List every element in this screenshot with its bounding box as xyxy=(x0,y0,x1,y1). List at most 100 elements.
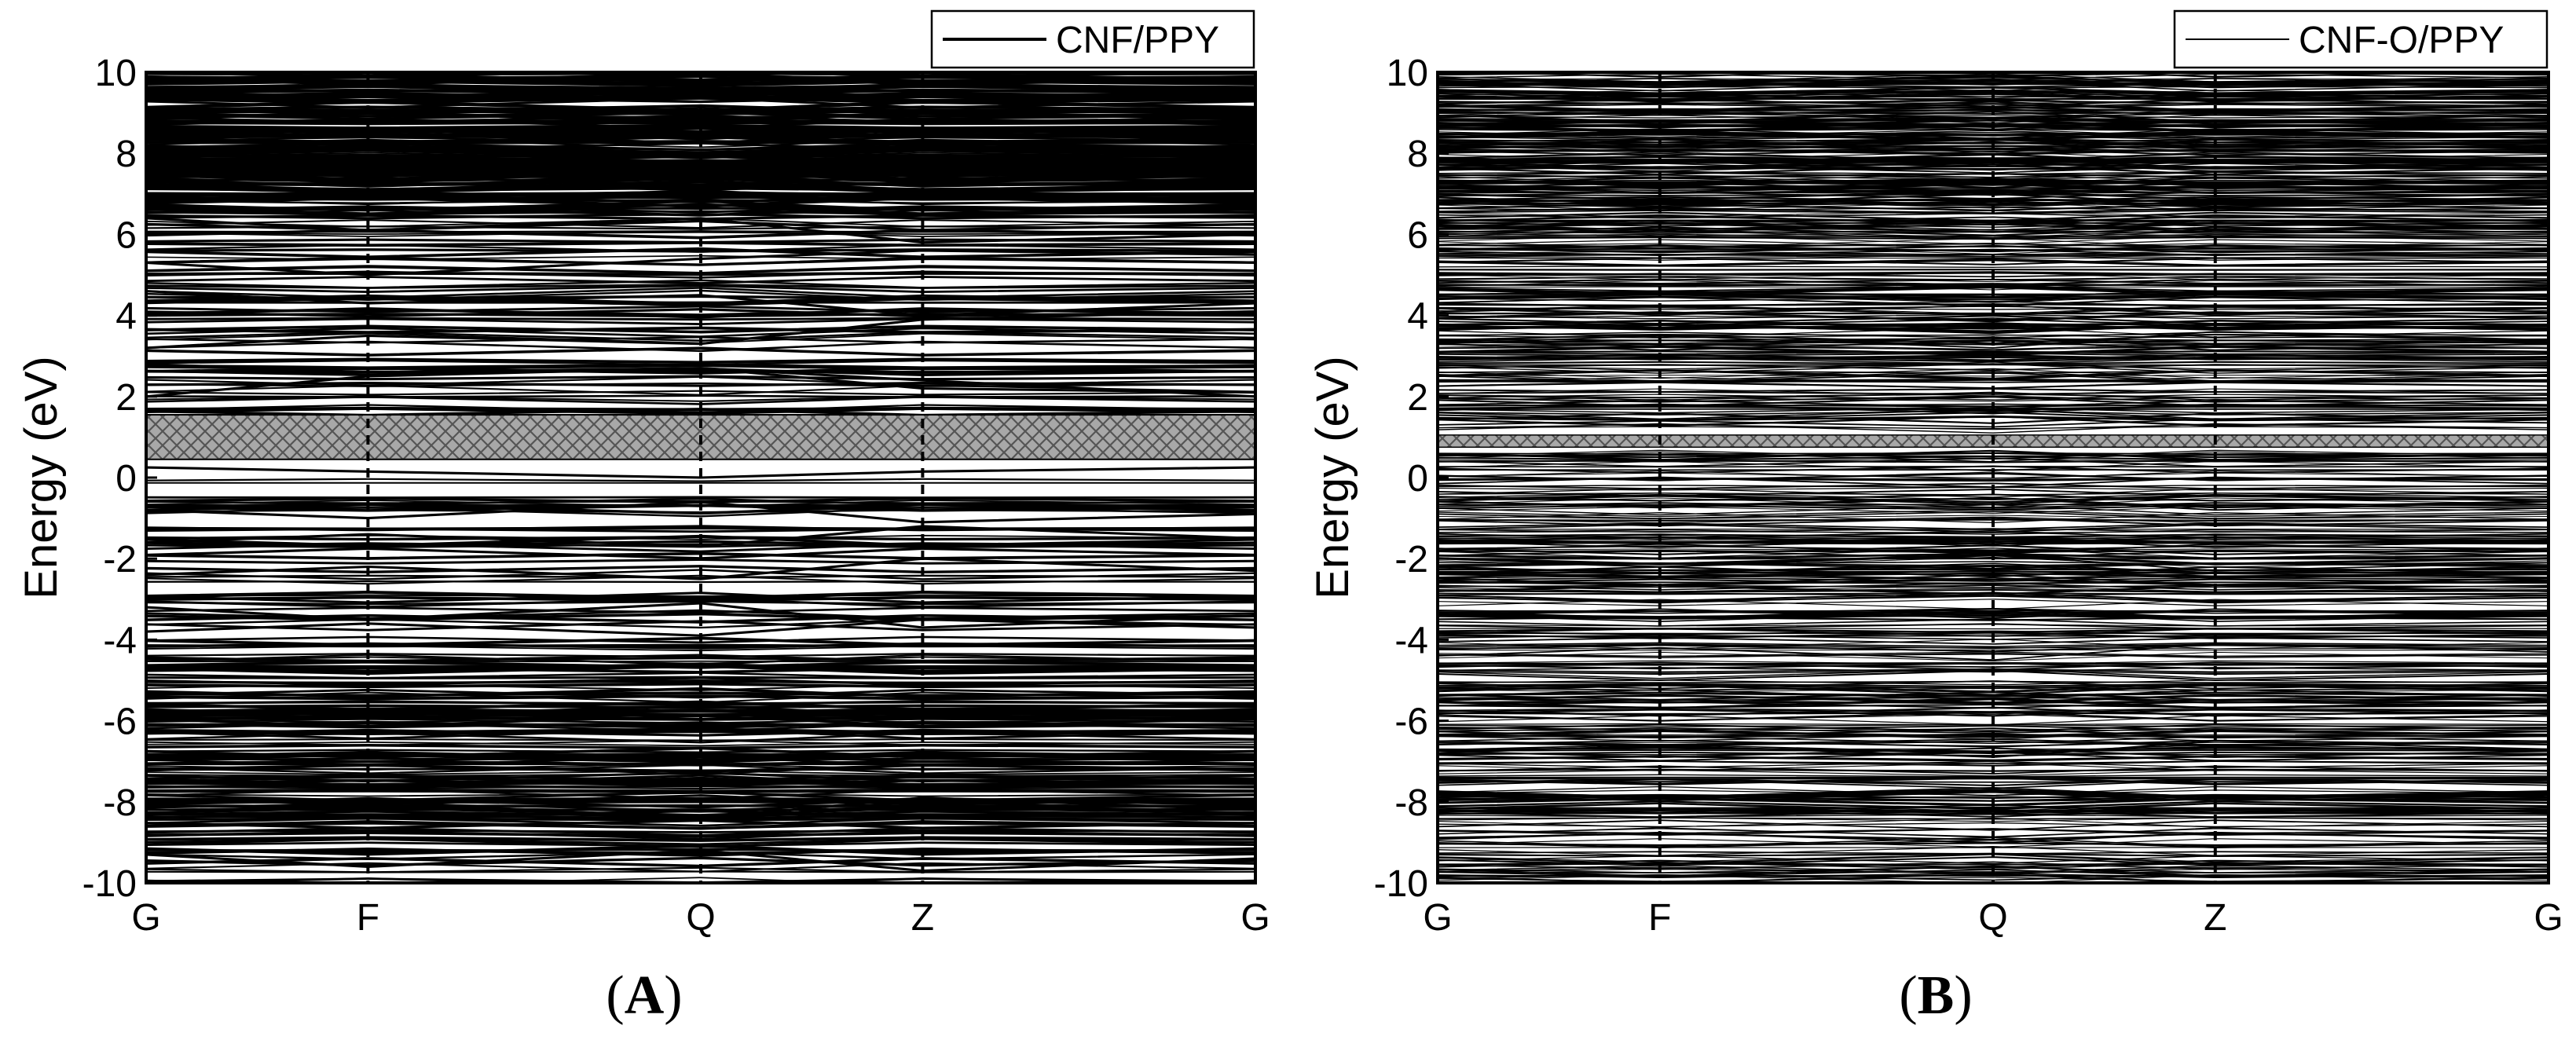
band-line-dense xyxy=(1438,235,2549,238)
band-line-dense xyxy=(146,231,1255,235)
band-line-dense xyxy=(1438,506,2549,515)
band-line-dense xyxy=(1438,397,2549,402)
band-line-dense xyxy=(1438,725,2549,731)
band-line-dense xyxy=(146,707,1255,713)
band-line-dense xyxy=(1438,566,2549,578)
band-line-dense xyxy=(1438,318,2549,326)
band-line-dense xyxy=(1438,873,2549,881)
band-line-dense xyxy=(146,395,1255,402)
band-line-dense xyxy=(146,643,1255,648)
band-line-dense xyxy=(146,478,1255,482)
band-line-dense xyxy=(146,142,1255,152)
band-line-dense xyxy=(1438,493,2549,502)
band-line-dense xyxy=(1438,610,2549,614)
band-line-dense xyxy=(1438,831,2549,844)
band-line-dense xyxy=(1438,696,2549,699)
band-line-dense xyxy=(1438,291,2549,303)
y-tick-label: 10 xyxy=(95,53,137,94)
y-ticks-b: -10 -8 -6 -4 -2 0 2 4 6 8 10 xyxy=(1374,53,1449,905)
band-line-dense xyxy=(146,84,1255,90)
band-line-dense xyxy=(1438,803,2549,814)
band-line-dense xyxy=(1438,628,2549,630)
band-line-dense xyxy=(146,503,1255,515)
band-line-dense xyxy=(1438,593,2549,604)
band-line-dense xyxy=(1438,103,2549,112)
band-line-dense xyxy=(1438,379,2549,383)
band-line-dense xyxy=(146,96,1255,104)
panel-caption-a: (A) xyxy=(606,965,682,1026)
x-tick-label: G xyxy=(1423,897,1452,939)
band-line-dense xyxy=(146,656,1255,665)
band-line-dense xyxy=(1438,642,2549,647)
band-line-dense xyxy=(146,497,1255,507)
band-line-dense xyxy=(146,526,1255,531)
band-line-dense xyxy=(1438,167,2549,170)
y-tick-label: 4 xyxy=(1407,296,1428,338)
band-line-dense xyxy=(1438,691,2549,697)
x-tick-label: G xyxy=(1240,897,1270,939)
y-tick-label: 2 xyxy=(115,377,137,419)
band-line-dense xyxy=(146,679,1255,685)
band-line-dense xyxy=(1438,394,2549,401)
band-line-dense xyxy=(1438,160,2549,171)
y-tick-label: 8 xyxy=(1407,134,1428,175)
band-line-dense xyxy=(1438,661,2549,665)
band-line-dense xyxy=(1438,515,2549,520)
band-line-dense xyxy=(1438,317,2549,328)
band-line-dense xyxy=(146,580,1255,584)
y-tick-label: 8 xyxy=(115,134,137,175)
band-line-dense xyxy=(146,284,1255,293)
panel-b: -10 -8 -6 -4 -2 0 2 4 6 8 10 G F Q Z G Energy (eV) CNF… xyxy=(1307,9,2563,1026)
band-line-dense xyxy=(1438,151,2549,161)
y-tick-label: -10 xyxy=(1374,863,1428,905)
band-line-dense xyxy=(146,257,1255,266)
y-tick-label: 0 xyxy=(1407,458,1428,500)
band-line-dense xyxy=(1438,838,2549,848)
band-line-5 xyxy=(1438,643,2549,661)
band-line-dense xyxy=(146,676,1255,679)
band-line-dense xyxy=(146,247,1255,259)
band-line-dense xyxy=(146,146,1255,154)
band-line-dense xyxy=(1438,713,2549,722)
y-tick-label: -4 xyxy=(103,620,137,661)
y-tick-label: -6 xyxy=(1394,701,1428,743)
panel-caption-b: (B) xyxy=(1899,965,1972,1026)
band-line-dense xyxy=(146,244,1255,253)
band-line-dense xyxy=(1438,283,2549,287)
band-line-dense xyxy=(1438,660,2549,665)
band-line-dense xyxy=(146,857,1255,867)
band-line-dense xyxy=(1438,361,2549,372)
band-line-dense xyxy=(146,276,1255,284)
band-line-dense xyxy=(1438,523,2549,533)
y-ticks-a: -10 -8 -6 -4 -2 0 2 4 6 8 10 xyxy=(82,53,157,905)
y-tick-label: 2 xyxy=(1407,377,1428,419)
x-tick-label: G xyxy=(2534,897,2563,939)
band-line-dense xyxy=(1438,294,2549,303)
band-line-dense xyxy=(1438,739,2549,748)
band-line-dense xyxy=(1438,482,2549,490)
x-tick-label: Z xyxy=(2204,897,2226,939)
band-line-dense xyxy=(146,744,1255,750)
band-line-dense xyxy=(146,612,1255,621)
band-line-dense xyxy=(146,340,1255,353)
y-tick-label: -2 xyxy=(103,539,137,580)
y-tick-label: 6 xyxy=(1407,214,1428,256)
y-tick-label: 4 xyxy=(115,296,137,338)
band-line-dense xyxy=(1438,181,2549,185)
band-line-dense xyxy=(1438,516,2549,524)
band-line-dense xyxy=(1438,646,2549,650)
x-tick-label: Z xyxy=(911,897,934,939)
x-tick-label: F xyxy=(357,897,379,939)
band-line-dense xyxy=(146,543,1255,549)
band-line-dense xyxy=(1438,350,2549,355)
band-line-dense xyxy=(146,317,1255,321)
band-line-dense xyxy=(146,789,1255,793)
band-line-dense xyxy=(1438,775,2549,781)
band-line-dense xyxy=(1438,531,2549,533)
legend-label-b: CNF-O/PPY xyxy=(2299,20,2504,61)
y-tick-label: -8 xyxy=(1394,782,1428,824)
band-line-7 xyxy=(1438,331,2549,349)
band-line-dense xyxy=(1438,395,2549,408)
